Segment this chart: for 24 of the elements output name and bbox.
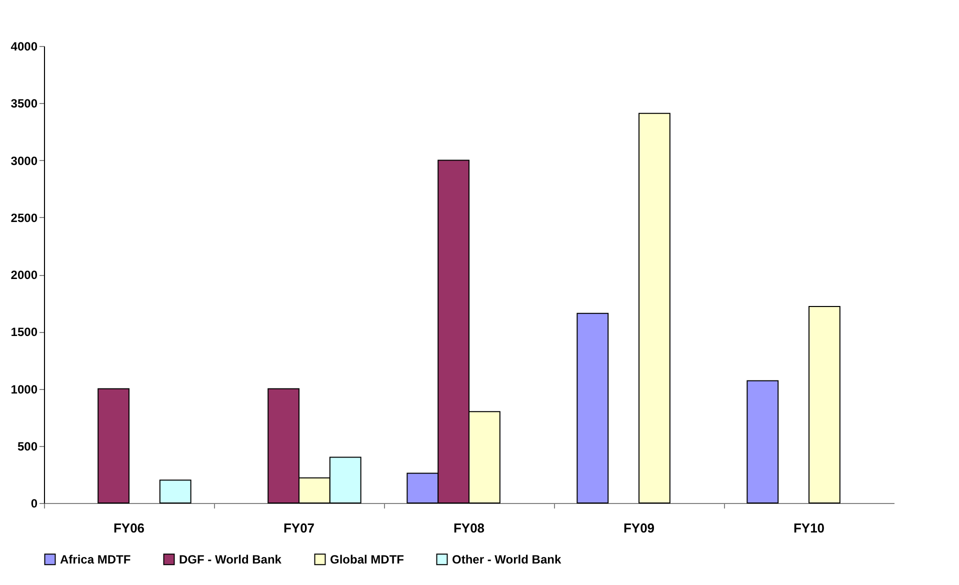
- x-tick-label: FY09: [623, 520, 655, 536]
- y-tick-label: 2500: [10, 210, 38, 225]
- x-tick-label: FY10: [793, 520, 825, 536]
- y-tick-label: 500: [17, 439, 38, 454]
- y-tick-label: 4000: [10, 40, 38, 54]
- y-tick-label: 1500: [10, 325, 38, 340]
- y-tick-label: 3500: [10, 96, 38, 111]
- y-tick-label: 1000: [10, 382, 38, 396]
- y-tick-label: 0: [30, 496, 38, 510]
- bar: [159, 480, 192, 504]
- legend-label: Global MDTF: [330, 552, 404, 566]
- legend-label: Africa MDTF: [60, 552, 131, 566]
- y-tick-label: 3000: [10, 154, 38, 168]
- x-tick-label: FY07: [283, 520, 315, 536]
- bar: [638, 112, 670, 504]
- bar: [746, 380, 779, 504]
- legend-label: DGF - World Bank: [179, 552, 282, 566]
- bar: [98, 388, 130, 504]
- bar: [576, 312, 609, 504]
- y-tick-label: 2000: [10, 268, 38, 282]
- bar: [808, 306, 840, 504]
- x-tick-label: FY08: [453, 520, 485, 536]
- x-tick-label: FY06: [113, 520, 145, 536]
- legend-label: Other - World Bank: [452, 552, 562, 566]
